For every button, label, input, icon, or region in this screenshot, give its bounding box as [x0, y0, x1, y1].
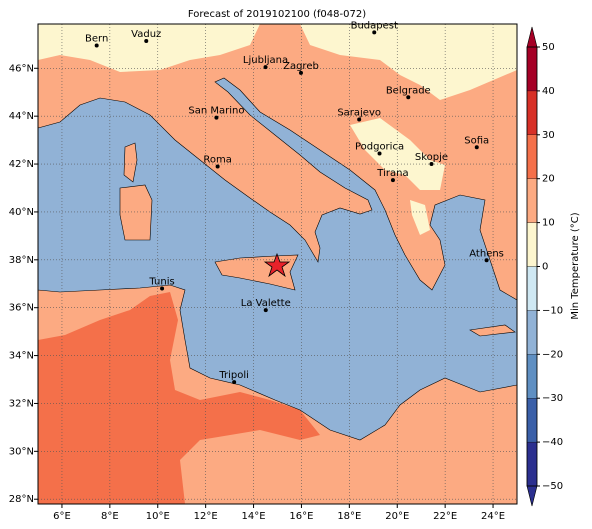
city-point: [263, 65, 268, 70]
chart-title: Forecast of 2019102100 (f048-072): [188, 9, 366, 20]
city-label: La Valette: [241, 298, 291, 309]
marker-star: [263, 252, 291, 278]
city-point: [474, 145, 479, 150]
city-label: Sofia: [464, 135, 489, 146]
city-label: Sarajevo: [337, 108, 381, 119]
city-label: Skopje: [415, 152, 448, 163]
colorbar-tick-label: −10: [542, 305, 563, 316]
colorbar-segment: [526, 310, 538, 355]
colorbar-segment: [526, 222, 538, 267]
y-tick-label: 36°N: [9, 303, 34, 314]
colorbar-extend: [526, 26, 538, 48]
x-tick-label: 16°E: [289, 511, 313, 522]
city-label: Ljubljana: [243, 55, 288, 66]
city-point: [377, 151, 382, 156]
city-point: [232, 380, 237, 385]
colorbar-segment: [526, 354, 538, 399]
city-label: Vaduz: [131, 29, 161, 40]
city-point: [215, 164, 220, 169]
y-tick-label: 40°N: [9, 207, 34, 218]
colorbar: −50 −40 −30 −20 −10 0 10 20 30 40 50: [526, 26, 563, 507]
city-point: [298, 70, 303, 75]
island: [119, 184, 153, 241]
colorbar-tick-label: 30: [542, 130, 555, 141]
x-tick-label: 12°E: [194, 511, 218, 522]
city-point: [372, 30, 377, 35]
city-point: [390, 178, 395, 183]
colorbar-tick-label: 10: [542, 218, 555, 229]
y-tick-label: 38°N: [9, 255, 34, 266]
colorbar-segment: [526, 398, 538, 443]
city-label: Podgorica: [355, 142, 404, 153]
colorbar-tick-label: 20: [542, 174, 555, 185]
colorbar-segment: [526, 266, 538, 311]
city-point: [429, 162, 434, 167]
colorbar-label: Min Temperature (°C): [570, 212, 581, 319]
warm-region: [38, 292, 320, 504]
y-tick-label: 32°N: [9, 398, 34, 409]
city-point: [484, 258, 489, 263]
city-point: [94, 43, 99, 48]
y-tick-label: 34°N: [9, 351, 34, 362]
colorbar-segment: [526, 134, 538, 179]
colorbar-tick-label: 50: [542, 42, 555, 53]
x-tick-label: 22°E: [433, 511, 457, 522]
city-label: Budapest: [351, 20, 398, 31]
colorbar-segment: [526, 441, 538, 487]
colorbar-segment: [526, 90, 538, 135]
y-tick-label: 46°N: [9, 63, 34, 74]
colorbar-tick-label: −50: [542, 481, 563, 492]
x-tick-label: 8°E: [101, 511, 119, 522]
city-label: Bern: [85, 34, 108, 45]
colorbar-tick-label: 0: [542, 262, 548, 273]
colorbar-tick-label: −40: [542, 437, 563, 448]
colorbar-segment: [526, 178, 538, 223]
colorbar-tick-label: −20: [542, 349, 563, 360]
city-label: Tripoli: [218, 370, 249, 381]
city-point: [263, 308, 268, 313]
y-tick-label: 30°N: [9, 446, 34, 457]
y-tick-label: 44°N: [9, 111, 34, 122]
city-label: San Marino: [188, 106, 244, 117]
city-point: [357, 117, 362, 122]
city-label: Zagreb: [283, 61, 319, 72]
city-label: Tirana: [376, 168, 408, 179]
city-point: [406, 95, 411, 100]
cool-region: [300, 24, 517, 100]
colorbar-tick-label: −30: [542, 393, 563, 404]
x-tick-label: 14°E: [242, 511, 266, 522]
colorbar-tick-label: 40: [542, 86, 555, 97]
x-tick-label: 10°E: [146, 511, 170, 522]
y-tick-label: 42°N: [9, 159, 34, 170]
city-label: Athens: [469, 248, 504, 259]
x-tick-label: 20°E: [385, 511, 409, 522]
colorbar-extend: [526, 485, 538, 507]
island: [123, 142, 138, 183]
island: [469, 324, 516, 337]
x-tick-label: 24°E: [481, 511, 505, 522]
city-point: [214, 115, 219, 120]
city-point: [144, 38, 149, 43]
cool-region: [38, 24, 260, 72]
grid: 6°E 8°E 10°E 12°E 14°E 16°E 18°E 20°E 22°E 24°E 28…: [9, 24, 517, 522]
x-tick-label: 6°E: [53, 511, 71, 522]
plot-frame: [37, 23, 518, 505]
city-point: [160, 286, 165, 291]
colorbar-segment: [526, 46, 538, 92]
x-tick-label: 18°E: [337, 511, 361, 522]
city-label: Tunis: [148, 277, 174, 288]
city-label: Roma: [203, 154, 232, 165]
y-tick-label: 28°N: [9, 494, 34, 505]
city-label: Belgrade: [386, 85, 431, 96]
cool-region: [410, 200, 430, 235]
